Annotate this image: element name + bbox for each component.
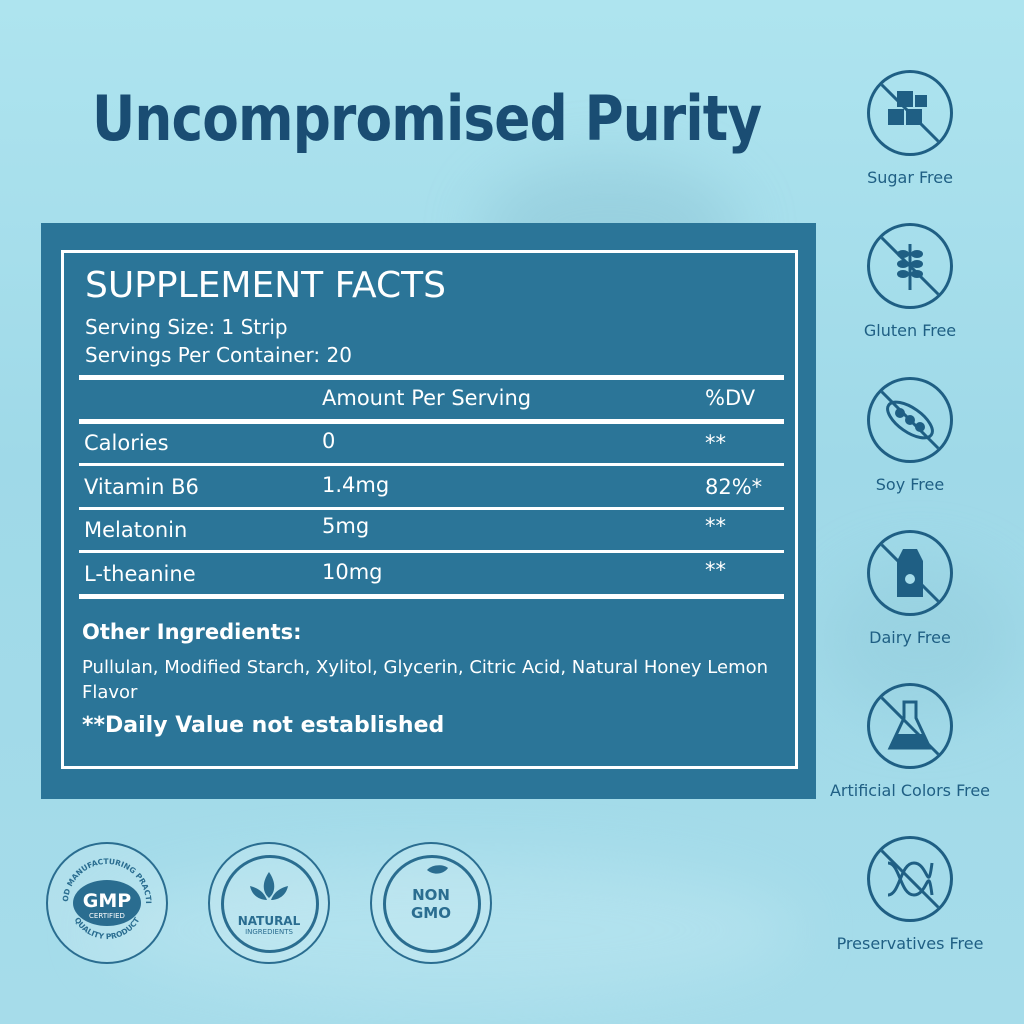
header-dv: %DV <box>705 386 756 410</box>
badge-label: Gluten Free <box>863 321 957 340</box>
row-name: L-theanine <box>84 562 196 586</box>
badge-label: Preservatives Free <box>836 934 984 953</box>
servings-per-container: Servings Per Container: 20 <box>85 343 352 367</box>
sugar-cubes-icon <box>867 70 953 156</box>
supplement-facts-title: SUPPLEMENT FACTS <box>85 265 446 306</box>
badge-soy-free: Soy Free <box>810 377 1010 494</box>
seal-ring <box>383 855 481 953</box>
row-name: Melatonin <box>84 518 188 542</box>
row-amount: 1.4mg <box>322 473 390 497</box>
row-amount: 5mg <box>322 514 370 538</box>
row-amount: 0 <box>322 429 336 453</box>
badge-artificial-colors-free: Artificial Colors Free <box>810 683 1010 800</box>
row-dv: ** <box>705 514 726 538</box>
divider <box>79 463 784 466</box>
badge-preservatives-free: Preservatives Free <box>810 836 1010 953</box>
row-dv: ** <box>705 431 726 455</box>
divider <box>79 594 784 599</box>
supplement-facts-frame: SUPPLEMENT FACTS Serving Size: 1 Strip S… <box>61 250 798 769</box>
leaf-icon <box>250 872 288 900</box>
row-dv: ** <box>705 558 726 582</box>
leaf-icon <box>427 865 448 874</box>
row-amount: 10mg <box>322 560 383 584</box>
gmp-seal: GOOD MANUFACTURING PRACTICE QUALITY PROD… <box>46 842 168 964</box>
row-dv: 82%* <box>705 475 763 499</box>
milk-carton-icon <box>867 530 953 616</box>
row-name: Vitamin B6 <box>84 475 199 499</box>
dna-icon <box>867 836 953 922</box>
badge-label: Sugar Free <box>867 168 953 187</box>
badge-label: Artificial Colors Free <box>829 781 991 800</box>
row-name: Calories <box>84 431 169 455</box>
daily-value-note: **Daily Value not established <box>82 713 445 738</box>
badge-gluten-free: Gluten Free <box>810 223 1010 340</box>
other-ingredients-text: Pullulan, Modified Starch, Xylitol, Glyc… <box>82 657 769 703</box>
badge-label: Soy Free <box>875 475 945 494</box>
nongmo-line1: NON <box>412 886 450 904</box>
divider <box>79 375 784 380</box>
supplement-facts-panel: SUPPLEMENT FACTS Serving Size: 1 Strip S… <box>41 223 816 799</box>
divider <box>79 507 784 510</box>
header-amount: Amount Per Serving <box>322 386 532 410</box>
divider <box>79 419 784 424</box>
divider <box>79 550 784 553</box>
gmp-main: GMP <box>82 890 132 912</box>
wheat-icon <box>867 223 953 309</box>
natural-line1: NATURAL <box>237 914 301 928</box>
soybean-icon <box>867 377 953 463</box>
page-title: Uncompromised Purity <box>92 82 762 155</box>
seal-ring <box>221 855 319 953</box>
natural-line2: INGREDIENTS <box>245 928 293 936</box>
nongmo-line2: GMO <box>411 904 451 922</box>
badge-sugar-free: Sugar Free <box>810 70 1010 187</box>
badge-label: Dairy Free <box>869 628 951 647</box>
other-ingredients-title: Other Ingredients: <box>82 620 302 644</box>
badge-dairy-free: Dairy Free <box>810 530 1010 647</box>
gmp-sub: CERTIFIED <box>89 912 125 920</box>
serving-size: Serving Size: 1 Strip <box>85 315 288 339</box>
non-gmo-seal: NON GMO <box>370 842 492 964</box>
flask-icon <box>867 683 953 769</box>
natural-ingredients-seal: NATURAL INGREDIENTS <box>208 842 330 964</box>
